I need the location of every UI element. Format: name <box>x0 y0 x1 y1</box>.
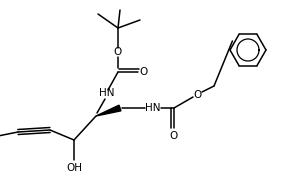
Text: HN: HN <box>145 103 161 113</box>
Text: O: O <box>194 90 202 100</box>
Text: O: O <box>170 131 178 141</box>
Text: OH: OH <box>66 163 82 173</box>
Text: O: O <box>114 47 122 57</box>
Text: O: O <box>140 67 148 77</box>
Polygon shape <box>96 105 121 116</box>
Text: HN: HN <box>99 88 115 98</box>
